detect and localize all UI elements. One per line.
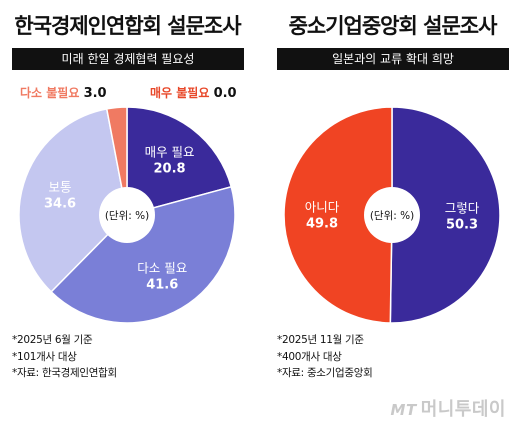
pie-slice-2 [18,108,128,293]
outside-label-text: 다소 불필요 [20,86,80,100]
pie-center [364,187,420,243]
pie-center-label: (단위: %) [370,209,414,222]
panel-fki-survey: 한국경제인연합회 설문조사 미래 한일 경제협력 필요성 다소 불필요 3.0 … [0,0,255,435]
pie-center-label: (단위: %) [105,209,149,222]
slice-value-label: 50.3 [446,218,478,233]
chart-subtitle: 미래 한일 경제협력 필요성 [12,48,244,70]
note-line: *2025년 11월 기준 [277,334,364,346]
pie-chart-fki: (단위: %) 매우 필요 20.8 다소 필요 41.6 보통 34.6 [18,106,236,324]
slice-label: 그렇다 [445,201,480,216]
pie-center [99,187,155,243]
chart-title: 한국경제인연합회 설문조사 [14,14,241,38]
pie-chart-kbiz: (단위: %) 그렇다 50.3 아니다 49.8 [283,106,501,324]
slice-label: 매우 필요 [145,144,195,159]
outside-label-very-unnecessary: 매우 불필요 0.0 [150,84,237,101]
slice-value-label: 49.8 [306,216,338,231]
outside-label-text: 매우 불필요 [150,86,210,100]
slice-label: 보통 [49,180,72,195]
pie-slice-0 [389,106,501,324]
slice-label: 아니다 [305,199,340,214]
note-line: *자료: 중소기업중앙회 [277,367,373,379]
chart-title: 중소기업중앙회 설문조사 [288,14,498,38]
watermark-text: 머니투데이 [420,399,506,420]
chart-subtitle: 일본과의 교류 확대 희망 [277,48,509,70]
outside-label-value: 0.0 [213,86,237,101]
slice-value-label: 34.6 [44,197,76,212]
pie-slice-0 [126,106,233,216]
slice-label: 다소 필요 [137,260,187,275]
outside-label-value: 3.0 [83,86,107,101]
watermark-logo: MT 머니투데이 [391,395,506,421]
slice-value-label: 41.6 [146,277,178,292]
slice-value-label: 20.8 [154,161,186,176]
pie-slice-1 [283,106,393,324]
chart-notes: *2025년 11월 기준 *400개사 대상 *자료: 중소기업중앙회 [277,332,373,382]
note-line: *2025년 6월 기준 [12,334,93,346]
note-line: *자료: 한국경제인연합회 [12,367,117,379]
panel-kbiz-survey: 중소기업중앙회 설문조사 일본과의 교류 확대 희망 (단위: %) 그렇다 50.… [265,0,520,435]
note-line: *101개사 대상 [12,350,77,363]
chart-notes: *2025년 6월 기준 *101개사 대상 *자료: 한국경제인연합회 [12,332,117,382]
pie-slice-1 [50,185,236,324]
watermark-mt: MT [390,401,417,419]
outside-label-somewhat-unnecessary: 다소 불필요 3.0 [20,84,107,101]
note-line: *400개사 대상 [277,350,342,363]
